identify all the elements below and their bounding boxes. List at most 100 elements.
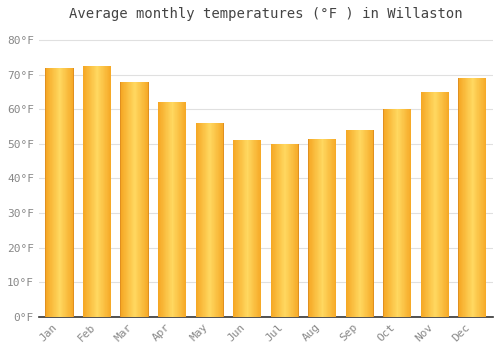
Bar: [291, 144, 292, 317]
Bar: [212, 123, 213, 317]
Bar: [400, 109, 402, 317]
Bar: [110, 66, 111, 317]
Bar: [209, 123, 210, 317]
Bar: [215, 123, 216, 317]
Bar: [254, 140, 255, 317]
Bar: [348, 130, 349, 317]
Bar: [201, 123, 202, 317]
Bar: [329, 139, 330, 317]
Bar: [50, 68, 51, 317]
Bar: [234, 140, 235, 317]
Bar: [159, 102, 160, 317]
Bar: [175, 102, 176, 317]
Bar: [105, 66, 106, 317]
Bar: [144, 82, 145, 317]
Bar: [411, 109, 412, 317]
Bar: [90, 66, 91, 317]
Bar: [393, 109, 394, 317]
Bar: [283, 144, 284, 317]
Bar: [249, 140, 250, 317]
Bar: [423, 92, 424, 317]
Bar: [179, 102, 180, 317]
Bar: [252, 140, 253, 317]
Bar: [171, 102, 172, 317]
Bar: [470, 78, 472, 317]
Bar: [359, 130, 360, 317]
Bar: [290, 144, 291, 317]
Bar: [251, 140, 252, 317]
Bar: [246, 140, 247, 317]
Bar: [482, 78, 483, 317]
Bar: [353, 130, 354, 317]
Bar: [335, 139, 336, 317]
Bar: [445, 92, 446, 317]
Bar: [279, 144, 280, 317]
Bar: [444, 92, 445, 317]
Bar: [357, 130, 358, 317]
Bar: [196, 123, 197, 317]
Bar: [161, 102, 162, 317]
Bar: [88, 66, 89, 317]
Bar: [258, 140, 259, 317]
Bar: [66, 68, 67, 317]
Bar: [260, 140, 261, 317]
Bar: [129, 82, 130, 317]
Bar: [170, 102, 171, 317]
Bar: [477, 78, 478, 317]
Bar: [398, 109, 399, 317]
Bar: [137, 82, 138, 317]
Bar: [96, 66, 97, 317]
Bar: [313, 139, 314, 317]
Bar: [464, 78, 465, 317]
Bar: [402, 109, 403, 317]
Bar: [174, 102, 175, 317]
Bar: [172, 102, 173, 317]
Bar: [321, 139, 322, 317]
Bar: [184, 102, 185, 317]
Bar: [322, 139, 323, 317]
Bar: [475, 78, 476, 317]
Bar: [122, 82, 124, 317]
Bar: [97, 66, 98, 317]
Bar: [438, 92, 439, 317]
Bar: [465, 78, 466, 317]
Bar: [326, 139, 328, 317]
Bar: [294, 144, 295, 317]
Bar: [107, 66, 108, 317]
Bar: [60, 68, 61, 317]
Bar: [446, 92, 448, 317]
Bar: [478, 78, 479, 317]
Bar: [100, 66, 101, 317]
Bar: [474, 78, 475, 317]
Bar: [140, 82, 141, 317]
Bar: [385, 109, 386, 317]
Bar: [199, 123, 200, 317]
Bar: [394, 109, 395, 317]
Bar: [145, 82, 146, 317]
Bar: [311, 139, 312, 317]
Bar: [136, 82, 137, 317]
Bar: [217, 123, 218, 317]
Bar: [481, 78, 482, 317]
Bar: [167, 102, 168, 317]
Bar: [362, 130, 363, 317]
Bar: [421, 92, 422, 317]
Bar: [128, 82, 129, 317]
Bar: [162, 102, 163, 317]
Bar: [219, 123, 220, 317]
Bar: [275, 144, 276, 317]
Bar: [106, 66, 107, 317]
Bar: [168, 102, 170, 317]
Bar: [297, 144, 298, 317]
Bar: [205, 123, 206, 317]
Bar: [366, 130, 367, 317]
Bar: [407, 109, 408, 317]
Bar: [89, 66, 90, 317]
Bar: [296, 144, 297, 317]
Bar: [68, 68, 69, 317]
Bar: [255, 140, 256, 317]
Bar: [166, 102, 167, 317]
Bar: [352, 130, 353, 317]
Bar: [483, 78, 484, 317]
Bar: [65, 68, 66, 317]
